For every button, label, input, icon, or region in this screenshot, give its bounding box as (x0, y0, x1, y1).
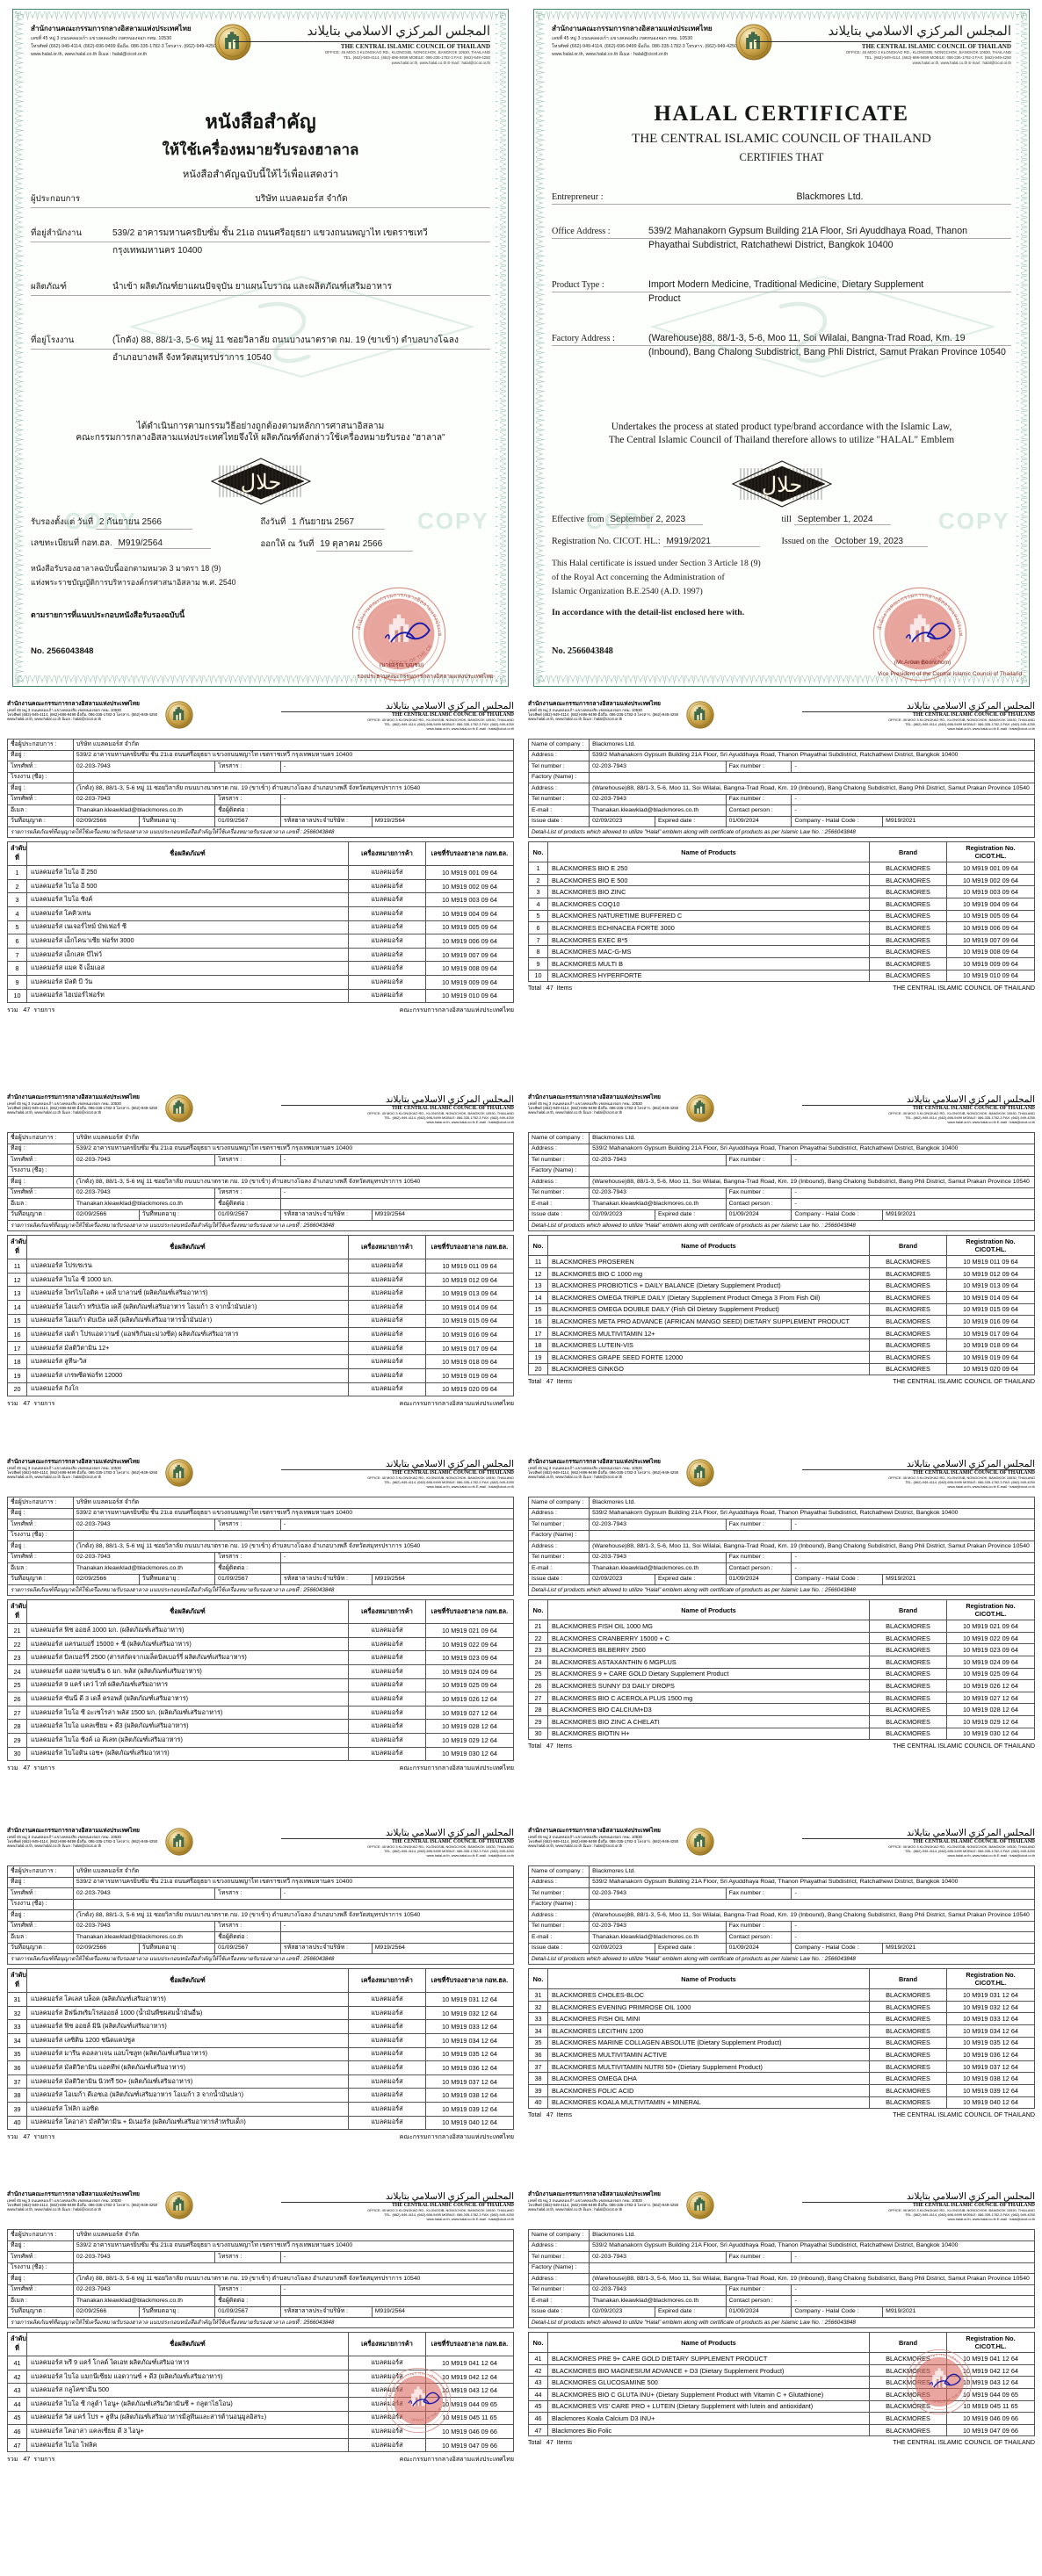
svg-text:حلال: حلال (761, 474, 802, 497)
svg-text:حلال: حلال (240, 472, 281, 494)
